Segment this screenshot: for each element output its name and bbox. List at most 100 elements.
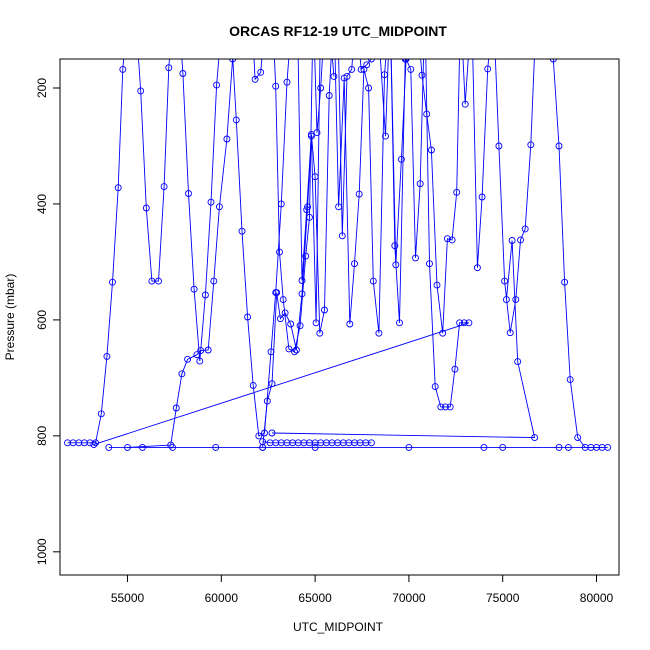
data-point: [263, 397, 271, 405]
series-line: [67, 59, 470, 446]
data-point: [458, 4, 464, 10]
y-axis: 200 400 600 800 1000: [35, 78, 61, 565]
data-point: [501, 277, 509, 285]
series-layer: [64, 4, 612, 451]
data-point: [285, 345, 293, 353]
series-line: [271, 240, 536, 439]
data-point: [517, 236, 524, 244]
data-point: [185, 190, 192, 197]
data-point: [201, 291, 209, 299]
data-point: [405, 443, 413, 451]
data-point: [375, 329, 383, 337]
data-point: [412, 254, 419, 262]
data-point: [171, 4, 177, 10]
data-point: [465, 319, 473, 327]
data-point: [125, 4, 131, 10]
data-point: [367, 439, 375, 447]
data-point: [155, 277, 162, 285]
data-point: [244, 313, 252, 321]
data-point: [442, 403, 449, 411]
data-point: [92, 439, 100, 447]
data-point: [335, 4, 341, 10]
data-point: [175, 4, 181, 10]
data-point: [179, 70, 187, 77]
series-3: [259, 438, 375, 447]
data-point: [232, 116, 240, 124]
x-axis-label: UTC_MIDPOINT: [293, 620, 384, 634]
data-point: [355, 190, 363, 198]
data-point: [237, 4, 243, 10]
data-point: [255, 432, 263, 440]
data-point: [461, 100, 469, 108]
data-point: [263, 4, 269, 10]
data-point: [109, 278, 116, 286]
data-point: [268, 380, 276, 388]
data-point: [512, 296, 520, 304]
data-point: [427, 146, 435, 154]
series-2: [124, 4, 606, 451]
data-point: [302, 252, 310, 260]
data-point: [396, 319, 403, 327]
data-point: [387, 4, 393, 10]
data-point: [439, 329, 447, 337]
data-point: [598, 443, 606, 451]
data-point: [167, 441, 175, 449]
data-point: [338, 232, 346, 240]
data-point: [508, 237, 516, 244]
data-point: [229, 59, 237, 63]
data-point: [124, 443, 131, 451]
series-5: [259, 59, 338, 451]
data-point: [561, 278, 569, 286]
data-point: [431, 383, 439, 391]
data-point: [423, 110, 431, 118]
data-point: [196, 357, 204, 365]
series-0: [64, 4, 473, 449]
y-tick-label: 600: [35, 310, 49, 330]
data-point: [207, 198, 215, 206]
data-point: [276, 248, 283, 256]
data-point: [543, 4, 549, 10]
data-point: [172, 404, 180, 412]
series-line: [262, 59, 335, 448]
data-point: [272, 82, 280, 90]
data-point: [473, 264, 481, 272]
data-point: [268, 429, 276, 437]
data-point: [325, 92, 333, 99]
data-point: [351, 260, 358, 268]
y-tick-label: 800: [35, 426, 49, 446]
data-point: [331, 4, 337, 10]
data-point: [397, 155, 405, 163]
data-point: [418, 71, 426, 79]
data-point: [114, 184, 122, 192]
data-point: [290, 4, 296, 10]
data-point: [119, 65, 127, 73]
data-point: [365, 84, 373, 92]
data-point: [495, 142, 503, 150]
data-point: [506, 329, 514, 337]
data-point: [296, 322, 304, 330]
data-point: [312, 319, 320, 327]
data-point: [549, 59, 557, 63]
data-point: [215, 203, 223, 211]
data-point: [453, 188, 461, 196]
data-point: [446, 403, 454, 411]
data-point: [343, 72, 351, 80]
data-point: [555, 142, 563, 150]
data-point: [279, 296, 287, 304]
data-point: [469, 4, 475, 10]
data-point: [499, 443, 507, 451]
data-point: [480, 443, 488, 451]
data-point: [298, 290, 306, 298]
data-point: [317, 84, 325, 92]
x-tick-label: 80000: [580, 591, 614, 605]
data-point: [165, 64, 173, 72]
data-point: [391, 242, 399, 250]
data-point: [311, 443, 319, 451]
data-point: [287, 320, 295, 328]
data-point: [416, 180, 424, 188]
data-point: [387, 4, 393, 10]
series-4: [268, 237, 539, 442]
data-point: [426, 260, 433, 268]
data-point: [304, 203, 312, 211]
data-point: [348, 65, 356, 73]
